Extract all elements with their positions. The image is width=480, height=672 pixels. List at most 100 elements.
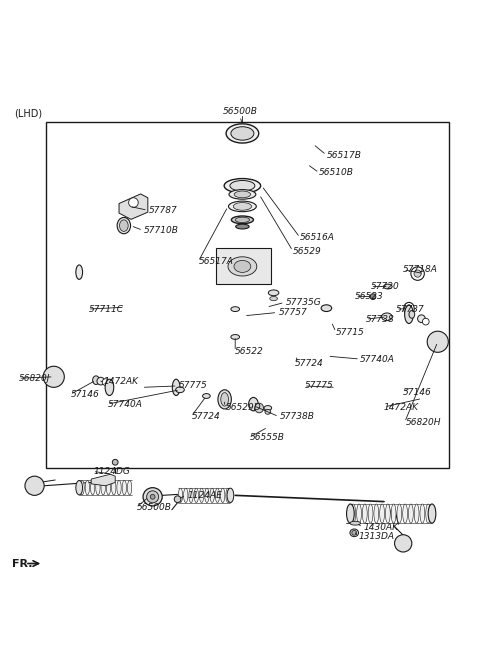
Ellipse shape [165,379,169,396]
Ellipse shape [231,216,253,224]
Ellipse shape [382,313,392,321]
Text: 57146: 57146 [403,388,432,396]
Ellipse shape [236,224,249,229]
Circle shape [129,198,138,208]
Polygon shape [91,474,115,486]
Ellipse shape [348,305,353,323]
Ellipse shape [231,306,240,312]
Text: 56523: 56523 [355,292,384,300]
Ellipse shape [76,265,83,280]
Ellipse shape [144,379,148,396]
Ellipse shape [408,504,413,523]
Ellipse shape [350,521,360,525]
Ellipse shape [172,379,180,396]
Ellipse shape [132,379,136,396]
Ellipse shape [176,387,184,392]
Ellipse shape [235,217,250,222]
Text: 57735G: 57735G [286,298,321,307]
Ellipse shape [224,179,261,193]
Ellipse shape [270,296,277,301]
Ellipse shape [404,302,414,315]
Ellipse shape [111,480,116,495]
Text: 1124AE: 1124AE [187,491,222,500]
Text: 56517A: 56517A [199,257,234,266]
Ellipse shape [362,504,367,523]
Text: 57715: 57715 [336,328,365,337]
Text: 56529: 56529 [293,247,322,255]
Ellipse shape [368,504,373,523]
Ellipse shape [428,504,436,523]
Text: 57146: 57146 [71,390,100,399]
Ellipse shape [268,290,279,296]
Ellipse shape [234,191,251,198]
Ellipse shape [357,504,361,523]
Circle shape [97,377,105,385]
Polygon shape [119,194,148,219]
Text: 1472AK: 1472AK [384,403,419,411]
Ellipse shape [228,201,256,212]
Ellipse shape [76,480,83,495]
Text: 57737: 57737 [396,304,425,314]
Ellipse shape [221,392,228,406]
Ellipse shape [200,488,204,503]
Text: 56510B: 56510B [319,168,354,177]
Text: 56529D: 56529D [226,403,261,411]
Ellipse shape [426,504,431,523]
Ellipse shape [321,305,332,312]
Ellipse shape [411,267,424,280]
Ellipse shape [420,504,425,523]
Ellipse shape [127,379,131,396]
Ellipse shape [414,270,421,278]
Ellipse shape [397,504,402,523]
Ellipse shape [384,284,392,289]
Ellipse shape [105,379,114,396]
Ellipse shape [203,394,210,398]
Text: 1430AK: 1430AK [364,523,399,532]
Ellipse shape [385,504,390,523]
Text: 57740A: 57740A [108,400,143,409]
Ellipse shape [249,397,258,411]
Text: 57757: 57757 [278,308,307,317]
Text: 56500B: 56500B [223,107,257,116]
Ellipse shape [226,124,259,143]
Ellipse shape [396,305,401,323]
Ellipse shape [85,480,90,495]
Text: 56522: 56522 [235,347,264,356]
Ellipse shape [360,305,365,323]
Ellipse shape [120,220,128,231]
Ellipse shape [183,488,188,503]
Bar [216,248,271,284]
Ellipse shape [336,305,341,323]
Ellipse shape [233,202,252,210]
Text: 57787: 57787 [149,206,178,215]
Ellipse shape [226,488,230,503]
Text: 1124DG: 1124DG [94,467,131,476]
Ellipse shape [160,379,164,396]
Text: 57710B: 57710B [144,226,179,235]
Ellipse shape [347,504,354,523]
Ellipse shape [384,305,389,323]
Ellipse shape [96,480,100,495]
Text: 57724: 57724 [295,360,324,368]
Ellipse shape [149,379,153,396]
Ellipse shape [147,491,158,503]
Ellipse shape [93,376,99,384]
Circle shape [370,294,376,300]
Ellipse shape [107,480,110,495]
Text: 56820J: 56820J [19,374,50,383]
Text: 56516A: 56516A [300,233,335,242]
Text: 1313DA: 1313DA [359,532,395,541]
Text: 57724: 57724 [192,412,221,421]
Circle shape [43,366,64,387]
Ellipse shape [380,504,384,523]
Circle shape [174,496,181,503]
Circle shape [112,460,118,465]
Circle shape [25,476,44,495]
Text: 56820H: 56820H [406,418,441,427]
Ellipse shape [391,305,395,323]
Ellipse shape [218,390,231,409]
Ellipse shape [189,488,193,503]
Text: 57720: 57720 [371,282,399,291]
Bar [46,122,449,468]
Ellipse shape [378,305,383,323]
